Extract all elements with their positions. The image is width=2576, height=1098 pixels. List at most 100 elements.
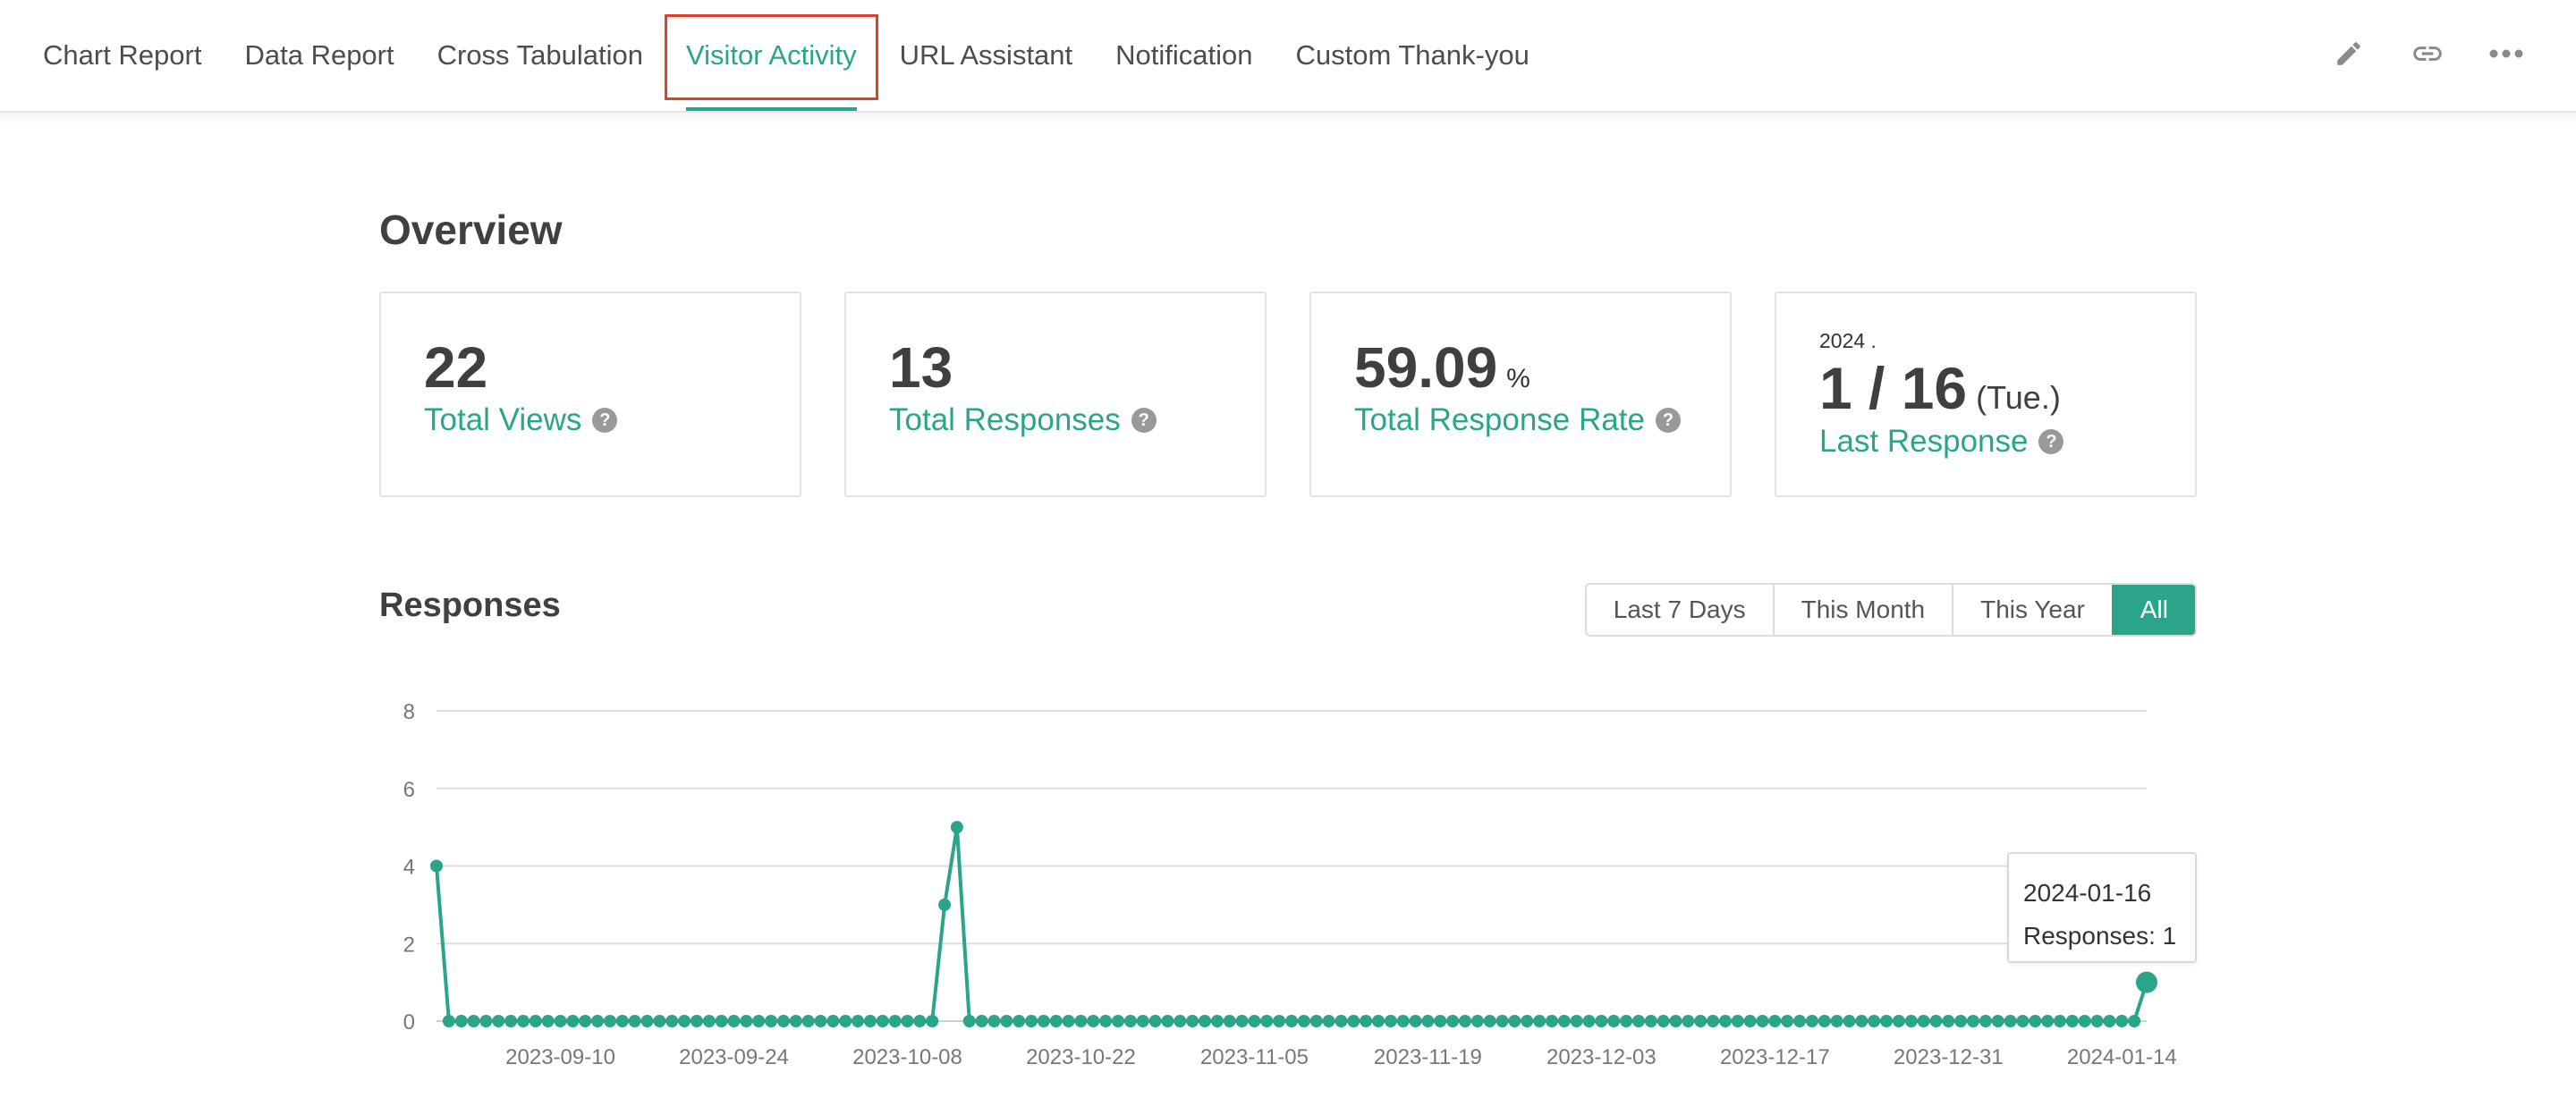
overview-title: Overview	[379, 207, 563, 253]
data-point	[901, 1015, 914, 1027]
data-point	[839, 1015, 852, 1027]
data-point	[715, 1015, 728, 1027]
tab-url-assistant[interactable]: URL Assistant	[899, 39, 1073, 71]
data-point	[863, 1015, 877, 1027]
data-point	[2041, 1015, 2055, 1027]
help-icon[interactable]: ?	[1131, 408, 1157, 433]
data-point	[926, 1015, 939, 1027]
range-this-month-button[interactable]: This Month	[1772, 585, 1953, 635]
data-point	[776, 1015, 790, 1027]
data-point	[430, 859, 443, 873]
total-responses-value: 13	[889, 335, 953, 400]
data-point	[962, 1015, 976, 1027]
total-views-label-text: Total Views	[424, 402, 582, 437]
data-point	[1297, 1015, 1310, 1027]
data-point	[1781, 1015, 1794, 1027]
tab-chart-report[interactable]: Chart Report	[43, 39, 202, 71]
data-point	[1396, 1015, 1410, 1027]
top-navigation: Chart Report Data Report Cross Tabulatio…	[0, 0, 2576, 113]
data-point	[1470, 1015, 1484, 1027]
data-point	[1037, 1015, 1050, 1027]
data-point	[2065, 1015, 2079, 1027]
data-point	[1371, 1015, 1385, 1027]
data-point	[1570, 1015, 1583, 1027]
tab-cross-tabulation[interactable]: Cross Tabulation	[436, 39, 643, 71]
last-response-label-text: Last Response	[1819, 424, 2029, 459]
link-icon[interactable]	[2404, 27, 2451, 80]
data-point	[2004, 1015, 2017, 1027]
help-icon[interactable]: ?	[1655, 408, 1681, 433]
data-point	[516, 1015, 530, 1027]
tooltip-value: Responses: 1	[2023, 922, 2177, 950]
help-icon[interactable]: ?	[2038, 429, 2064, 454]
y-tick-label: 4	[403, 856, 415, 880]
data-point	[628, 1015, 641, 1027]
data-point	[1731, 1015, 1744, 1027]
data-point	[467, 1015, 480, 1027]
total-responses-label-text: Total Responses	[889, 402, 1121, 437]
data-point	[1595, 1015, 1608, 1027]
data-point	[1148, 1015, 1162, 1027]
data-point	[1880, 1015, 1894, 1027]
percent-unit: %	[1506, 364, 1530, 393]
data-point	[1384, 1015, 1397, 1027]
data-point	[1360, 1015, 1373, 1027]
data-point	[1694, 1015, 1707, 1027]
data-point	[1174, 1015, 1187, 1027]
data-point	[1496, 1015, 1509, 1027]
data-point	[727, 1015, 741, 1027]
data-point	[566, 1015, 580, 1027]
x-tick-label: 2023-12-17	[1720, 1045, 1830, 1069]
data-point	[1818, 1015, 1831, 1027]
data-point	[1000, 1015, 1013, 1027]
range-all-button[interactable]: All	[2111, 585, 2195, 635]
pencil-icon[interactable]	[2326, 27, 2372, 80]
total-views-value: 22	[424, 335, 488, 400]
data-point	[2078, 1015, 2091, 1027]
range-last-7-days-button[interactable]: Last 7 Days	[1586, 585, 1773, 635]
data-point	[913, 1015, 927, 1027]
help-icon[interactable]: ?	[592, 408, 618, 433]
more-icon[interactable]	[2483, 27, 2529, 80]
tab-custom-thank-you[interactable]: Custom Thank-you	[1295, 39, 1530, 71]
data-point	[1223, 1015, 1236, 1027]
data-point	[1768, 1015, 1782, 1027]
data-point	[1631, 1015, 1645, 1027]
y-tick-label: 2	[403, 933, 415, 957]
data-point	[1607, 1015, 1621, 1027]
data-point	[852, 1015, 865, 1027]
data-point	[1533, 1015, 1546, 1027]
range-this-year-button[interactable]: This Year	[1952, 585, 2112, 635]
tab-data-report[interactable]: Data Report	[244, 39, 394, 71]
data-point	[801, 1015, 815, 1027]
data-point	[1112, 1015, 1125, 1027]
data-point	[1062, 1015, 1075, 1027]
data-point	[1186, 1015, 1199, 1027]
data-point	[1979, 1015, 1992, 1027]
data-point	[1347, 1015, 1360, 1027]
data-point	[1309, 1015, 1323, 1027]
x-tick-label: 2023-11-19	[1374, 1045, 1482, 1069]
tab-visitor-activity[interactable]: Visitor Activity	[664, 0, 878, 111]
tab-notification[interactable]: Notification	[1115, 39, 1253, 71]
y-tick-label: 0	[403, 1010, 415, 1035]
data-point	[615, 1015, 629, 1027]
x-tick-label: 2023-10-08	[852, 1045, 962, 1069]
data-point	[1942, 1015, 1955, 1027]
toolbar-icons	[2326, 27, 2529, 80]
data-point	[1434, 1015, 1447, 1027]
data-point	[1260, 1015, 1274, 1027]
data-point	[1868, 1015, 1881, 1027]
data-point	[1123, 1015, 1137, 1027]
data-point	[1620, 1015, 1633, 1027]
data-point	[1545, 1015, 1558, 1027]
data-point	[640, 1015, 654, 1027]
response-rate-label-text: Total Response Rate	[1354, 402, 1645, 437]
data-point	[1967, 1015, 1980, 1027]
data-point	[1669, 1015, 1682, 1027]
x-tick-label: 2023-12-31	[1894, 1045, 2004, 1069]
response-rate-value: 59.09%	[1354, 334, 1530, 401]
card-total-views: 22 Total Views ?	[379, 291, 801, 497]
total-views-label: Total Views ?	[424, 402, 618, 438]
data-point	[1199, 1015, 1212, 1027]
